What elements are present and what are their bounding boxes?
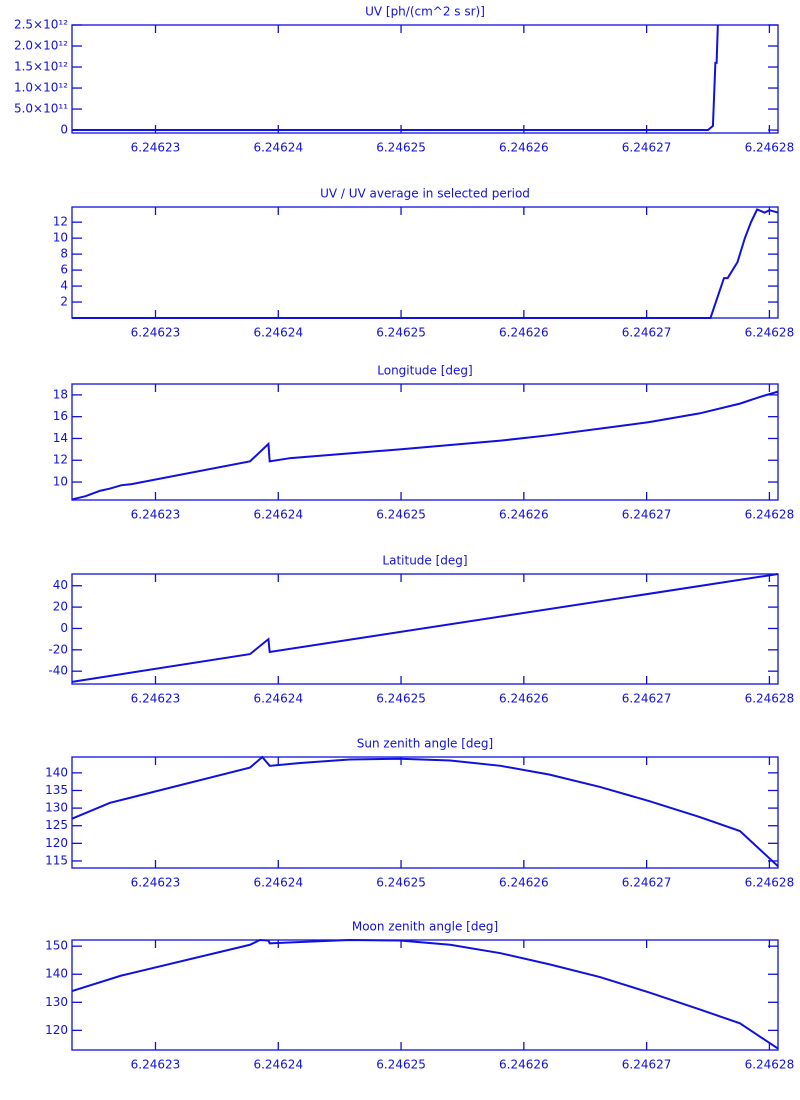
x-tick-label: 6.24624 [253,141,303,155]
x-tick-label: 6.24624 [253,508,303,522]
x-tick-label: 6.24628 [745,326,795,340]
x-tick-label: 6.24625 [376,876,426,890]
data-line [71,573,779,683]
y-tick-label: -20 [48,642,68,656]
x-tick-label: 6.24625 [376,1058,426,1072]
chart-title: Sun zenith angle [deg] [357,737,493,751]
chart-title: Longitude [deg] [377,364,472,378]
y-tick-label: 12 [53,215,68,229]
x-tick-label: 6.24626 [499,876,549,890]
x-tick-label: 6.24627 [622,1058,672,1072]
data-line [72,24,719,132]
y-tick-label: 14 [53,431,68,445]
x-tick-label: 6.24624 [253,326,303,340]
x-tick-label: 6.24628 [745,1058,795,1072]
data-line [71,938,779,1050]
x-tick-label: 6.24624 [253,692,303,706]
plot-frame [71,756,779,869]
x-tick-label: 6.24624 [253,876,303,890]
y-tick-label: 125 [45,818,68,832]
y-tick-label: 140 [45,765,68,779]
x-tick-label: 6.24624 [253,1058,303,1072]
y-tick-label: 2.0×10¹² [14,39,68,53]
x-tick-label: 6.24628 [745,141,795,155]
x-tick-label: 6.24625 [376,141,426,155]
y-tick-label: 0 [60,123,68,137]
y-tick-label: 18 [53,387,68,401]
chart-title: Latitude [deg] [382,554,467,568]
y-tick-label: 4 [60,279,68,293]
y-tick-label: 20 [53,600,68,614]
x-tick-label: 6.24623 [131,876,181,890]
x-tick-label: 6.24623 [131,508,181,522]
y-tick-label: 135 [45,783,68,797]
plot-frame [71,939,779,1051]
x-tick-label: 6.24628 [745,508,795,522]
x-tick-label: 6.24626 [499,1058,549,1072]
x-tick-label: 6.24628 [745,692,795,706]
y-tick-label: 2 [60,295,68,309]
x-tick-label: 6.24627 [622,876,672,890]
x-tick-label: 6.24626 [499,692,549,706]
x-tick-label: 6.24625 [376,508,426,522]
y-tick-label: 10 [53,475,68,489]
y-tick-label: 40 [53,578,68,592]
y-tick-label: 140 [45,967,68,981]
y-tick-label: 130 [45,995,68,1009]
chart-title: Moon zenith angle [deg] [352,920,498,934]
x-tick-label: 6.24627 [622,692,672,706]
x-tick-label: 6.24626 [499,508,549,522]
y-tick-label: 1.0×10¹² [14,81,68,95]
y-tick-label: 8 [60,247,68,261]
plot-frame [71,24,779,134]
x-tick-label: 6.24626 [499,326,549,340]
x-tick-label: 6.24625 [376,692,426,706]
x-tick-label: 6.24623 [131,141,181,155]
x-tick-label: 6.24623 [131,692,181,706]
y-tick-label: 0 [60,621,68,635]
x-tick-label: 6.24627 [622,326,672,340]
y-tick-label: 10 [53,231,68,245]
data-line [72,208,779,319]
chart-title: UV / UV average in selected period [320,187,530,201]
chart-title: UV [ph/(cm^2 s sr)] [365,5,485,19]
y-tick-label: 130 [45,801,68,815]
x-tick-label: 6.24627 [622,508,672,522]
data-line [71,390,779,501]
x-tick-label: 6.24627 [622,141,672,155]
plot-frame [71,383,779,501]
y-tick-label: 2.5×10¹² [14,18,68,32]
x-tick-label: 6.24628 [745,876,795,890]
x-tick-label: 6.24623 [131,326,181,340]
x-tick-label: 6.24623 [131,1058,181,1072]
y-tick-label: 120 [45,1023,68,1037]
y-tick-label: 120 [45,836,68,850]
plot-frame [71,206,779,319]
y-tick-label: 5.0×10¹¹ [14,102,68,116]
y-tick-label: 12 [53,453,68,467]
y-tick-label: 150 [45,939,68,953]
y-tick-label: 115 [45,853,68,867]
x-tick-label: 6.24626 [499,141,549,155]
y-tick-label: -40 [48,664,68,678]
data-line [71,755,779,867]
y-tick-label: 6 [60,263,68,277]
x-tick-label: 6.24625 [376,326,426,340]
y-tick-label: 16 [53,409,68,423]
y-tick-label: 1.5×10¹² [14,60,68,74]
